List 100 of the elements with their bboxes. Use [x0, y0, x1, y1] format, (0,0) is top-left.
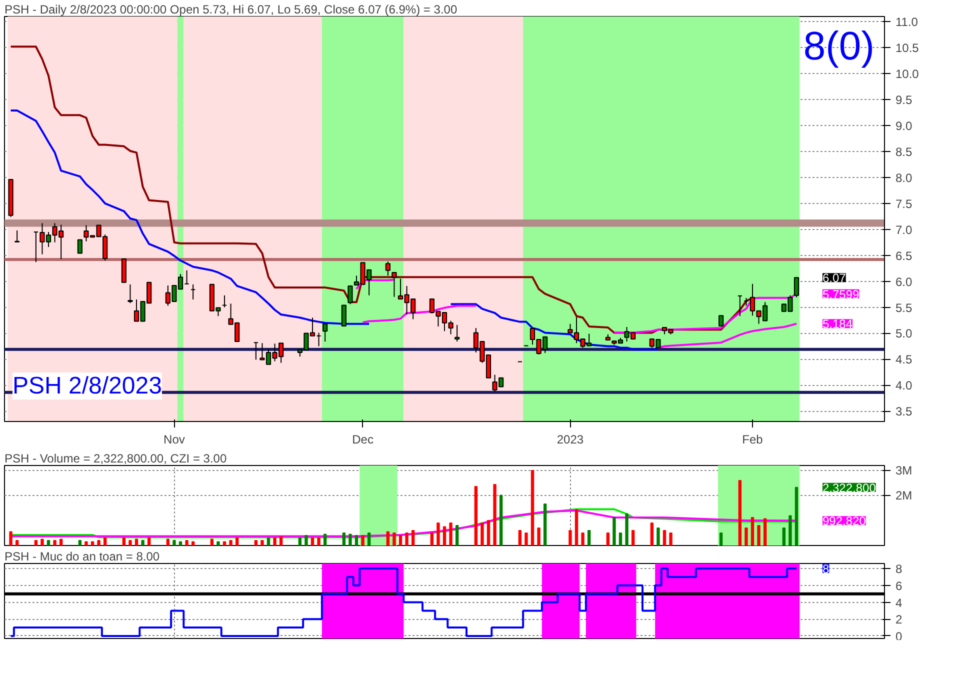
bar [530, 470, 534, 546]
bar [392, 532, 396, 546]
bar [166, 538, 170, 546]
annotation: 5.7599 [822, 287, 860, 302]
bar [317, 538, 320, 546]
y-tick-label: 7.0 [896, 222, 913, 237]
y-tick-label: 4.5 [896, 352, 913, 367]
y-tick-label: 5.5 [896, 300, 913, 315]
bar [398, 535, 402, 546]
x-tick-label: Feb [742, 432, 764, 446]
bar [141, 540, 144, 546]
bar [669, 532, 672, 546]
candlestick [14, 230, 20, 243]
bar [260, 540, 264, 546]
bar [436, 522, 440, 546]
x-tick-label: Dec [352, 432, 374, 446]
bar [191, 541, 195, 546]
bar [9, 531, 12, 546]
y-tick-label: 5.0 [896, 326, 913, 341]
bar [524, 532, 528, 546]
bar [40, 538, 44, 546]
x-tick-label: 2023 [556, 432, 584, 446]
bar [763, 518, 767, 546]
bar [618, 532, 622, 546]
bar [750, 517, 754, 546]
y-tick-label: 9.5 [896, 93, 913, 108]
annotation: 2,322,800 [822, 480, 876, 495]
bar [449, 522, 452, 546]
bar [78, 540, 82, 546]
bar [222, 541, 226, 546]
annotation: 992,820 [822, 514, 866, 528]
y-tick-label: 2 [896, 612, 902, 627]
bar [59, 538, 63, 546]
bar [178, 541, 182, 546]
y-tick-label: 2M [896, 488, 912, 502]
bar [499, 494, 503, 546]
bar [581, 532, 584, 546]
candlestick [341, 304, 346, 326]
y-tick-label: 10.0 [896, 67, 920, 82]
bar [662, 530, 666, 546]
bar [719, 532, 723, 546]
y-tick-label: 8 [896, 562, 902, 576]
bar [543, 504, 547, 546]
bar [279, 536, 283, 546]
bar [254, 540, 258, 546]
bar [606, 532, 610, 546]
bar [411, 530, 415, 546]
bar [310, 538, 314, 546]
candlestick [392, 272, 397, 298]
bar [625, 514, 628, 546]
bar [650, 522, 654, 546]
candlestick [718, 315, 724, 326]
chart-title: PSH - Volume = 2,322,800.00, CZI = 3.00 [4, 452, 227, 466]
candlestick [348, 285, 353, 305]
bar [210, 538, 214, 546]
bar [15, 540, 19, 546]
bar [273, 538, 276, 546]
bar [361, 535, 364, 546]
candlestick [322, 323, 328, 342]
candlestick [385, 261, 390, 276]
x-tick-label: Nov [164, 432, 185, 446]
bar [185, 540, 188, 546]
bar [430, 532, 434, 546]
bar [442, 526, 446, 546]
bar [97, 540, 100, 546]
y-tick-label: 9.0 [896, 119, 913, 134]
bar [304, 535, 308, 546]
bar [474, 486, 478, 546]
y-tick-label: 3M [896, 464, 912, 478]
bar [405, 532, 408, 546]
annotation: 5.184 [822, 317, 853, 332]
bar [53, 540, 56, 546]
bar [122, 538, 126, 546]
bar [738, 480, 742, 546]
bar [266, 538, 270, 546]
y-tick-label: 11.0 [896, 15, 918, 30]
annotation: PSH 2/8/2023 [12, 372, 162, 400]
bar [34, 540, 38, 546]
bar [172, 540, 176, 546]
y-tick-label: 8.0 [896, 170, 913, 185]
bar [134, 538, 138, 546]
y-tick-label: 6.0 [896, 274, 913, 289]
bar [216, 541, 220, 546]
bar [386, 531, 390, 546]
bar [656, 528, 660, 546]
y-tick-label: 6.5 [896, 248, 913, 263]
bar [612, 517, 616, 546]
bar [323, 534, 327, 546]
bar [480, 522, 484, 546]
bar [90, 541, 94, 546]
bar [147, 538, 151, 546]
bar [788, 515, 792, 546]
bar [493, 484, 496, 546]
bar [537, 528, 540, 546]
bar [486, 520, 490, 546]
chart-title: PSH - Muc do an toan = 8.00 [4, 550, 160, 564]
bar [367, 532, 371, 546]
candlestick [121, 258, 126, 283]
chart-title: PSH - Daily 2/8/2023 00:00:00 Open 5.73, Hi 6.07, Lo 5.69, Close 6.07 (6.9%) = 3.00 [4, 2, 458, 16]
bar [298, 538, 302, 546]
